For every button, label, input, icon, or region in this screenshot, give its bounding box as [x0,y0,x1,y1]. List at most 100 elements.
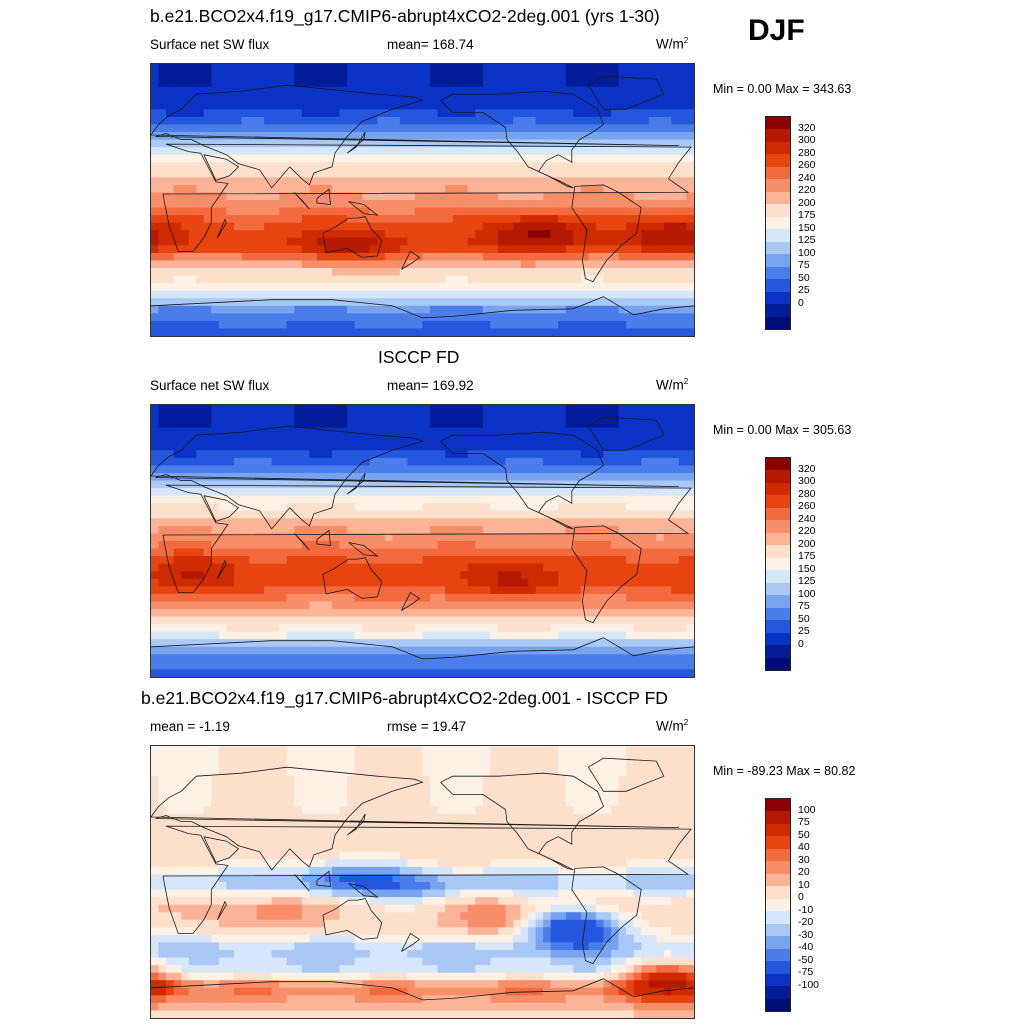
field-cell [505,420,514,429]
field-cell [445,412,454,421]
field-cell [452,132,461,141]
field-cell [445,147,454,156]
field-cell [166,586,175,595]
field-cell [211,533,220,542]
field-cell [279,245,288,254]
field-cell [445,116,454,126]
field-cell [505,200,514,209]
field-cell [633,298,642,307]
field-cell [535,563,544,572]
field-cell [603,71,612,80]
field-cell [497,200,507,209]
field-cell [399,215,409,224]
field-cell [279,298,288,307]
field-cell [166,427,175,436]
field-cell [294,245,303,254]
field-cell [520,313,529,322]
field-cell [181,124,190,133]
field-cell [166,646,175,655]
field-cell [641,435,650,444]
field-cell [671,71,680,80]
field-cell [618,586,627,595]
field-cell [422,480,431,489]
field-cell [437,465,446,474]
field-cell [301,154,310,163]
field-cell [249,215,258,224]
field-cell [166,548,175,557]
field-cell [264,646,273,655]
field-cell [663,480,672,489]
field-cell [256,215,265,224]
field-cell [437,631,446,640]
field-cell [460,503,469,512]
field-cell [452,631,461,640]
field-cell [241,525,250,535]
field-cell [671,200,680,209]
field-cell [181,207,190,216]
field-cell [384,245,393,254]
field-cell [648,260,657,269]
field-cell [452,646,461,655]
field-cell [641,101,650,110]
field-cell [543,245,552,254]
field-cell [422,616,431,625]
field-cell [324,473,333,482]
field-cell [271,124,280,133]
field-cell [528,147,537,156]
field-cell [656,222,665,231]
field-cell [158,495,167,504]
field-cell [151,578,160,587]
field-cell [422,109,431,118]
field-cell [633,556,642,565]
field-cell [490,154,499,163]
field-cell [611,473,620,482]
field-cell [686,525,694,535]
field-cell [656,616,665,625]
field-cell [264,290,273,299]
field-cell [392,162,401,171]
field-cell [573,450,582,459]
field-cell [233,473,243,482]
field-cell [181,646,190,655]
field-cell [158,586,167,595]
field-cell [241,541,250,550]
field-cell [151,556,160,565]
field-cell [595,495,605,504]
field-cell [490,86,499,95]
field-cell [347,109,356,118]
field-cell [347,556,356,565]
field-cell [611,593,620,603]
field-cell [513,109,522,118]
field-cell [399,200,409,209]
field-cell [271,222,280,231]
field-cell [369,64,378,73]
field-cell [211,162,220,171]
field-cell [256,503,265,512]
field-cell [286,215,295,224]
field-cell [249,541,258,550]
field-cell [686,184,694,194]
field-cell [332,631,341,640]
field-cell [158,275,167,284]
field-cell [452,109,461,118]
field-cell [588,518,597,527]
field-cell [218,245,228,254]
field-cell [301,450,310,459]
field-cell [535,124,544,133]
field-cell [188,435,197,444]
field-cell [641,450,650,459]
field-cell [482,215,491,224]
field-cell [618,435,627,444]
field-cell [369,525,378,535]
field-cell [188,169,197,178]
field-cell [626,609,635,618]
field-cell [249,495,258,504]
field-cell [573,601,582,610]
field-cell [558,593,567,603]
field-cell [407,563,416,572]
field-cell [271,147,280,156]
field-cell [286,609,295,618]
field-cell [151,290,160,299]
field-cell [641,465,650,474]
field-cell [249,609,258,618]
